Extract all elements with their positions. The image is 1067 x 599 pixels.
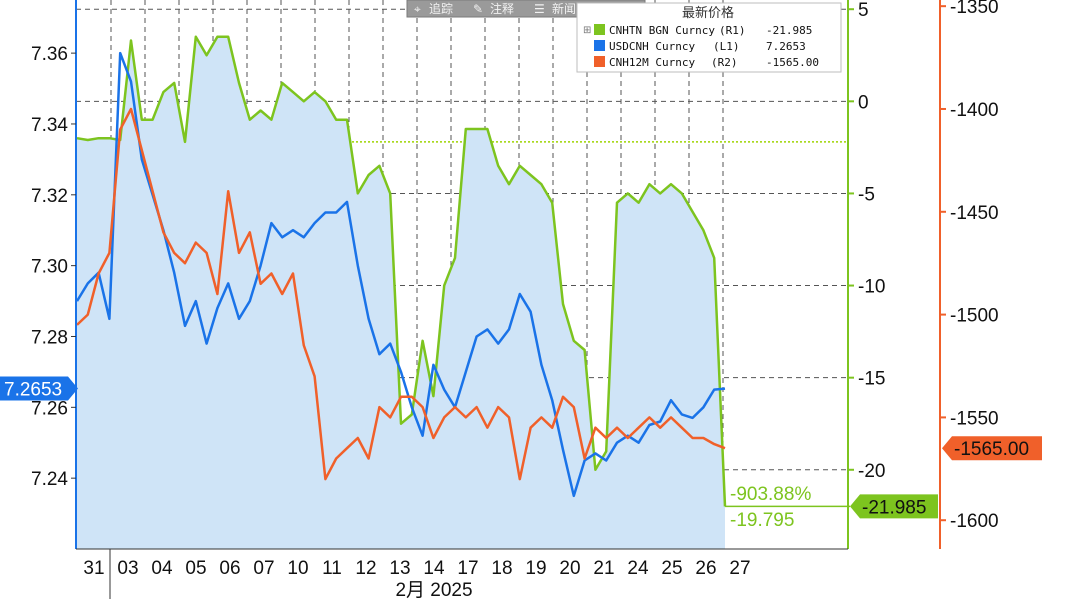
tick-label-x: 12 bbox=[355, 558, 376, 579]
tick-label-r1: 0 bbox=[858, 92, 869, 113]
crosshair-icon: ⌖ bbox=[414, 2, 421, 16]
news-icon: ☰ bbox=[534, 2, 545, 16]
toolbar-item-news[interactable]: ☰ 新闻 bbox=[534, 1, 576, 16]
tick-label-r2: -1400 bbox=[950, 100, 999, 121]
last-value-badge-r1-text: -21.985 bbox=[862, 497, 926, 518]
tick-label-x: 13 bbox=[389, 558, 410, 579]
pencil-icon: ✎ bbox=[473, 2, 483, 16]
tick-label-r2: -1350 bbox=[950, 0, 999, 18]
tick-label-x: 11 bbox=[322, 558, 342, 579]
legend-series-value: -1565.00 bbox=[766, 56, 819, 69]
tick-layer: 7.36 7.34 7.32 7.30 7.28 7.26 7.24 5 0 -5 -10 -15 -2… bbox=[31, 0, 999, 599]
tick-label-left: 7.32 bbox=[31, 186, 68, 207]
legend-series-value: 7.2653 bbox=[766, 40, 806, 53]
tick-label-x: 18 bbox=[491, 558, 512, 579]
series-layer bbox=[75, 35, 727, 550]
legend-swatch bbox=[594, 24, 605, 35]
tick-label-x: 06 bbox=[219, 558, 240, 579]
tick-label-r1: -20 bbox=[858, 461, 885, 482]
legend-series-name: USDCNH Curncy bbox=[609, 40, 695, 53]
tick-label-x: 31 bbox=[83, 558, 104, 579]
tick-label-x: 25 bbox=[661, 558, 682, 579]
tick-label-x: 19 bbox=[525, 558, 546, 579]
tick-label-x: 24 bbox=[627, 558, 649, 579]
last-value-badge-left-bg bbox=[0, 376, 78, 401]
legend-entry-cnh12m[interactable]: CNH12M Curncy (R2) -1565.00 bbox=[594, 56, 819, 69]
series-area-cnhtn bbox=[77, 36, 725, 550]
tick-label-r1: -5 bbox=[858, 184, 875, 205]
legend-series-value: -21.985 bbox=[766, 24, 812, 37]
tick-label-r2: -1550 bbox=[950, 408, 999, 429]
tick-label-r2: -1600 bbox=[950, 511, 999, 532]
tick-label-left: 7.34 bbox=[31, 115, 68, 136]
toolbar-track-label: 追踪 bbox=[429, 1, 453, 16]
toolbar-item-track[interactable]: ⌖ 追踪 bbox=[414, 1, 453, 16]
last-value-badge-left-text: 7.2653 bbox=[4, 380, 62, 401]
tick-label-x: 05 bbox=[185, 558, 206, 579]
toolbar-item-annotate[interactable]: ✎ 注释 bbox=[473, 1, 514, 16]
tick-label-x: 03 bbox=[117, 558, 138, 579]
tick-label-x: 21 bbox=[593, 558, 614, 579]
last-value-badge-r1-bg bbox=[850, 494, 938, 519]
tick-label-left: 7.24 bbox=[31, 469, 68, 490]
tick-label-r1: 5 bbox=[858, 0, 869, 21]
series-line-cnhtn bbox=[76, 35, 727, 507]
legend-series-axis: (R1) bbox=[719, 24, 746, 37]
annotation-layer: 7.2653 -21.985 -1565.00 -903.88% -19.795 bbox=[0, 376, 1042, 531]
tick-label-r2: -1500 bbox=[950, 306, 999, 327]
tick-label-left: 7.30 bbox=[31, 257, 68, 278]
tick-label-left: 7.28 bbox=[31, 327, 68, 348]
tick-label-left: 7.36 bbox=[31, 44, 68, 65]
axis-layer bbox=[75, 0, 941, 550]
legend-series-name: CNHTN BGN Curncy bbox=[609, 24, 715, 37]
tick-label-x: 26 bbox=[695, 558, 716, 579]
tick-label-x: 27 bbox=[729, 558, 750, 579]
toolbar-annotate-label: 注释 bbox=[490, 1, 514, 16]
legend-series-axis: (R2) bbox=[711, 56, 738, 69]
last-value-badge-r2-bg bbox=[942, 436, 1042, 461]
tick-label-left: 7.26 bbox=[31, 398, 68, 419]
series-annotation: -19.795 bbox=[730, 510, 794, 531]
legend-series-axis: (L1) bbox=[713, 40, 740, 53]
legend: 最新价格 ⊞ CNHTN BGN Curncy (R1) -21.985 USD… bbox=[576, 2, 842, 73]
x-axis-label: 2月 2025 bbox=[395, 580, 472, 599]
tick-label-x: 10 bbox=[287, 558, 308, 579]
tick-label-x: 20 bbox=[559, 558, 580, 579]
tick-label-x: 17 bbox=[457, 558, 478, 579]
tick-label-r2: -1450 bbox=[950, 203, 999, 224]
legend-entry-cnhtn[interactable]: CNHTN BGN Curncy (R1) -21.985 bbox=[594, 24, 812, 37]
tick-label-x: 07 bbox=[253, 558, 274, 579]
legend-expand-icon[interactable]: ⊞ bbox=[583, 25, 591, 36]
toolbar-news-label: 新闻 bbox=[552, 1, 576, 16]
series-line-cnh12m bbox=[76, 107, 726, 481]
tick-label-x: 04 bbox=[151, 558, 173, 579]
last-value-badge-r2-text: -1565.00 bbox=[954, 439, 1029, 460]
series-line-usdcnh bbox=[75, 51, 726, 498]
legend-series-name: CNH12M Curncy bbox=[609, 56, 695, 69]
tick-label-x: 14 bbox=[423, 558, 445, 579]
legend-entry-usdcnh[interactable]: USDCNH Curncy (L1) 7.2653 bbox=[594, 40, 806, 53]
legend-header: 最新价格 bbox=[682, 5, 734, 20]
legend-swatch bbox=[594, 56, 605, 67]
tick-label-r1: -15 bbox=[858, 369, 885, 390]
legend-swatch bbox=[594, 40, 605, 51]
series-annotation: -903.88% bbox=[730, 484, 811, 505]
tick-label-r1: -10 bbox=[858, 277, 885, 298]
